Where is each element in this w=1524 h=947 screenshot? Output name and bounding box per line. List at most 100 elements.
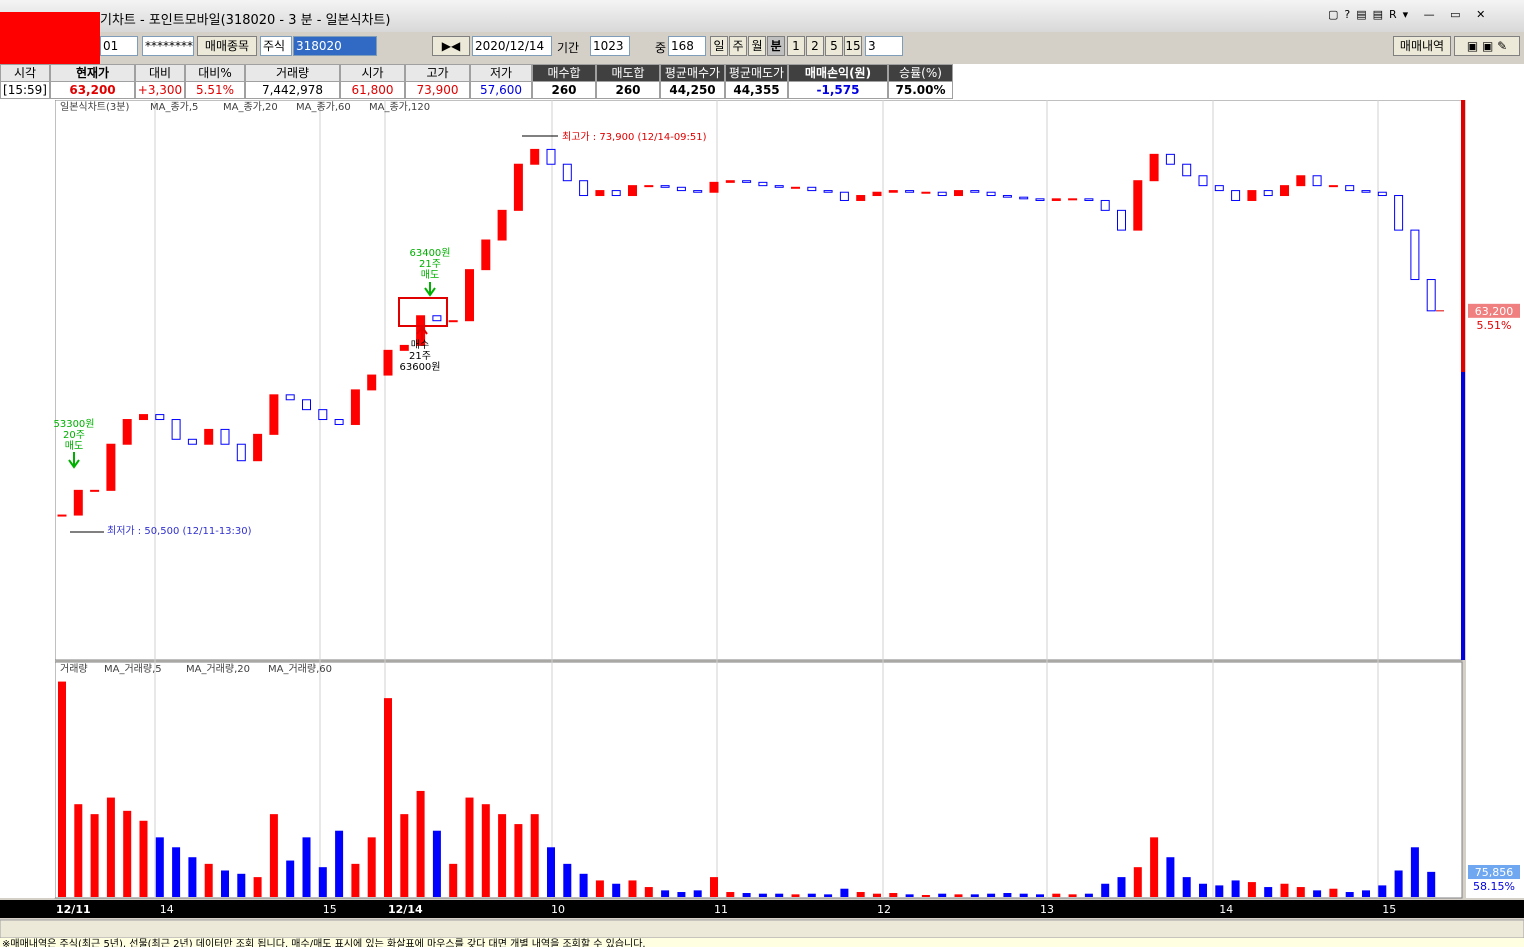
legend-entry: MA_종가,5 [150, 101, 198, 113]
volume-bar [498, 814, 507, 897]
volume-bar [1019, 893, 1028, 897]
volume-bar [172, 847, 181, 897]
candle [334, 419, 344, 425]
candle [1328, 185, 1338, 188]
table-cell: 73,900 [405, 81, 470, 99]
candle [1051, 198, 1061, 201]
volume-bar [530, 814, 539, 897]
unit-button[interactable]: 일 [710, 36, 728, 56]
candle [562, 163, 572, 182]
toolbar: 01 ******** 매매종목 주식 318020 2020/12/14 기간 1023 중 1… [0, 36, 1524, 60]
volume-bar [856, 892, 865, 897]
date-field[interactable]: 2020/12/14 [472, 36, 552, 56]
period-field[interactable]: 1023 [590, 36, 630, 56]
candle [1117, 209, 1126, 231]
unit-button[interactable]: 월 [748, 36, 766, 56]
candle [448, 320, 458, 323]
volume-bar [269, 814, 278, 897]
candle [106, 443, 116, 491]
volume-bar [204, 863, 213, 897]
volume-bar [400, 814, 409, 897]
middle-label: 중 [655, 41, 667, 55]
volume-bar [677, 892, 686, 897]
table-header: 현재가 [50, 64, 135, 82]
change-label: 5.51% [1477, 319, 1512, 332]
volume-panel [54, 661, 1463, 899]
minute-field[interactable]: 3 [865, 36, 903, 56]
table-header: 대비 [135, 64, 185, 82]
middle-field[interactable]: 168 [668, 36, 706, 56]
volume-bar [465, 797, 474, 897]
candle [823, 190, 833, 193]
table-cell: 61,800 [340, 81, 405, 99]
trade-annotation: 63600원 [399, 361, 440, 373]
candle [350, 389, 360, 425]
trade-annotation: 매도 [65, 440, 83, 452]
volume-bar [710, 877, 718, 897]
volume-bar [1068, 894, 1077, 897]
candle [253, 433, 263, 462]
volume-bar [1003, 893, 1012, 897]
tool-buttons[interactable]: ▣ ▣ ✎ [1454, 36, 1520, 56]
table-header: 시가 [340, 64, 405, 82]
volume-bar [1084, 893, 1093, 897]
chart-title: 일본식차트(3분) [60, 101, 129, 113]
buy-arrow [416, 325, 428, 340]
candle [530, 148, 540, 165]
candle [579, 180, 589, 197]
table-cell: [15:59] [0, 81, 50, 99]
volume-bar [905, 894, 914, 897]
candle [693, 190, 703, 193]
code-field[interactable]: 318020 [293, 36, 377, 56]
candle [937, 191, 947, 197]
unit-button[interactable]: 주 [729, 36, 747, 56]
minute-button[interactable]: 5 [825, 36, 843, 56]
volume-bar [1052, 893, 1061, 897]
volume-bar [1362, 890, 1370, 897]
volume-bar [1427, 871, 1436, 897]
candle [57, 514, 67, 517]
status-bar [0, 938, 1524, 947]
candle [187, 438, 197, 445]
candle [921, 191, 931, 194]
candle [660, 185, 670, 188]
history-button[interactable]: 매매내역 [1393, 36, 1451, 56]
volume-bar [449, 863, 458, 897]
legend-entry: MA_종가,20 [223, 101, 278, 113]
volume-bar [824, 894, 833, 897]
minute-button[interactable]: 2 [806, 36, 824, 56]
candle [399, 344, 409, 351]
volume-bar [367, 837, 376, 897]
candle [1345, 185, 1355, 192]
volume-bar [1101, 883, 1110, 897]
buy-strength-bar [1461, 100, 1465, 372]
volume-bar [1150, 837, 1159, 897]
candle [872, 191, 882, 197]
minute-button[interactable]: 15 [844, 36, 862, 56]
candle [905, 190, 915, 193]
table-header: 거래량 [245, 64, 340, 82]
volume-bar [253, 877, 262, 897]
candle [758, 181, 768, 187]
volume-bar [1329, 888, 1338, 897]
table-cell: 44,355 [725, 81, 788, 99]
candle [465, 269, 474, 322]
account-field[interactable]: 01 [100, 36, 138, 56]
volume-bar [221, 870, 229, 897]
scrollbar [0, 919, 1524, 939]
minute-button[interactable]: 1 [787, 36, 805, 56]
legend-entry: MA_종가,120 [369, 101, 430, 113]
nav-buttons[interactable]: ▶◀ [432, 36, 470, 56]
market-field[interactable]: 주식 [260, 36, 292, 56]
unit-button[interactable]: 분 [767, 36, 785, 56]
volume-bar [384, 698, 392, 897]
candle [709, 181, 719, 193]
candle [856, 195, 866, 201]
trade-annotation: 21주 [409, 351, 431, 362]
candle [1165, 153, 1175, 165]
password-field[interactable]: ******** [142, 36, 194, 56]
volume-bar [1378, 885, 1387, 897]
trade-item-button[interactable]: 매매종목 [197, 36, 257, 56]
window-icons[interactable]: ▢?▤▤R▾ — ▭ ✕ [1328, 8, 1492, 21]
candle [807, 186, 817, 192]
